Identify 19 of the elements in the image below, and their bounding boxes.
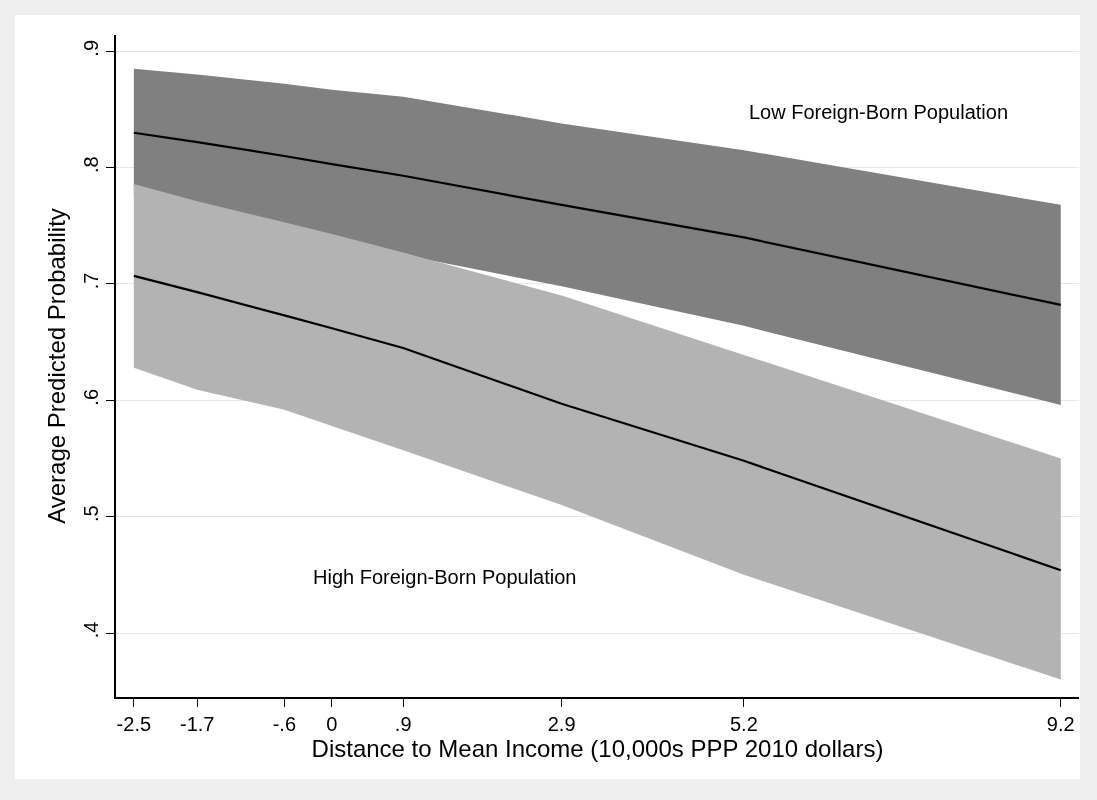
y-axis-title: Average Predicted Probability [42,208,70,524]
line-series [132,131,1062,307]
x-tick-label: -.6 [272,712,297,735]
x-tick-label: 0 [326,712,338,735]
x-tick-label: 2.9 [547,712,576,735]
x-tick-label: -2.5 [116,712,152,735]
y-tick-label: .7 [80,272,103,290]
y-tick-label: .6 [80,388,103,406]
y-tick-label: .9 [80,39,103,57]
x-tick-label: -1.7 [179,712,215,735]
annotation: High Foreign-Born Population [313,566,577,588]
annotation: Low Foreign-Born Population [749,101,1009,123]
x-tick-label: 9.2 [1046,712,1075,735]
y-tick-label: .5 [80,505,103,523]
y-tick-label: .8 [80,156,103,173]
y-tick-label: .4 [80,621,103,639]
x-tick-label: 5.2 [729,712,758,735]
x-tick-label: .9 [394,712,412,735]
x-axis-title: Distance to Mean Income (10,000s PPP 2010 dollars) [311,734,884,762]
